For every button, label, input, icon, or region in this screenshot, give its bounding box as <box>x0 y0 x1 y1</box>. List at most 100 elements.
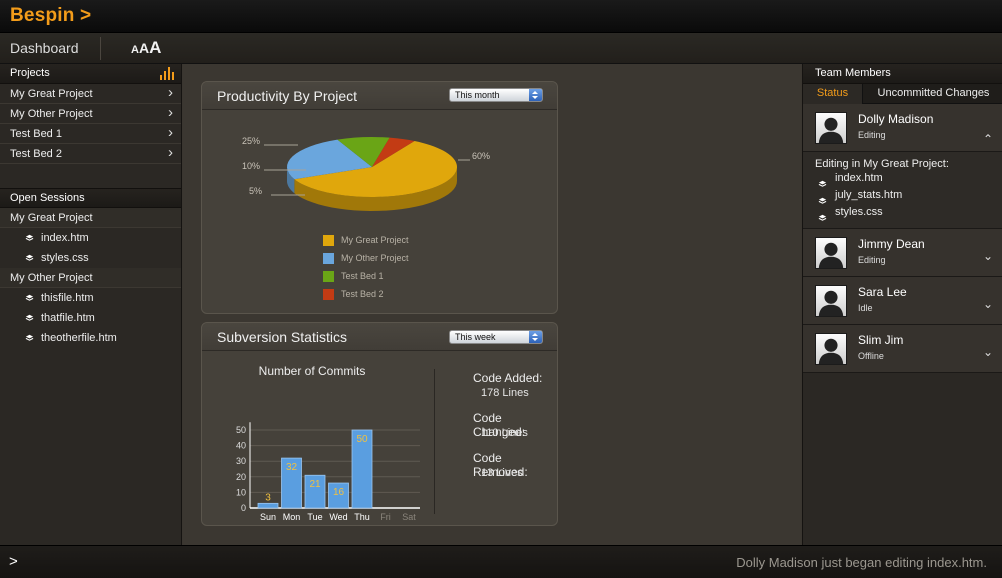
session-file-label: theotherfile.htm <box>41 332 117 344</box>
x-date-label: 1 <box>383 522 388 523</box>
activity-file[interactable]: index.htm <box>835 172 883 184</box>
select-arrows-icon <box>529 89 542 101</box>
activity-title: Editing in My Great Project: <box>815 158 949 170</box>
y-tick-label: 0 <box>241 503 246 513</box>
avatar <box>815 112 847 144</box>
session-file-label: index.htm <box>41 232 89 244</box>
activity-file[interactable]: styles.css <box>835 206 883 218</box>
activity-file[interactable]: july_stats.htm <box>835 189 903 201</box>
member-status: Editing <box>858 255 886 265</box>
session-group[interactable]: My Great Project <box>0 208 181 228</box>
session-file[interactable]: theotherfile.htm <box>0 328 181 348</box>
chevron-right-icon: › <box>168 144 173 161</box>
project-item[interactable]: Test Bed 1 › <box>0 124 181 144</box>
dashboard-label[interactable]: Dashboard <box>10 40 79 56</box>
pie-slice-side <box>294 166 457 211</box>
select-arrows-icon <box>529 331 542 343</box>
file-icon <box>25 333 34 342</box>
x-tick-label: Tue <box>307 512 322 522</box>
team-member[interactable]: Jimmy Dean Editing ⌄ <box>803 229 1002 277</box>
command-bar: > Dolly Madison just began editing index… <box>0 545 1002 578</box>
bespin-logo[interactable]: Bespin > <box>10 5 92 26</box>
legend-swatch <box>323 289 334 300</box>
productivity-panel: Productivity By Project This month 60% 25… <box>201 81 558 314</box>
project-item-label: My Other Project <box>10 108 93 120</box>
avatar <box>815 333 847 365</box>
legend-swatch <box>323 235 334 246</box>
x-date-label: 27 <box>263 522 273 523</box>
session-file[interactable]: index.htm <box>0 228 181 248</box>
person-icon <box>818 338 844 364</box>
x-tick-label: Thu <box>354 512 370 522</box>
chevron-right-icon: › <box>168 104 173 121</box>
chevron-up-icon[interactable]: ⌃ <box>982 132 993 146</box>
chevron-down-icon[interactable]: ⌄ <box>982 345 993 359</box>
legend-item: My Other Project <box>323 253 409 264</box>
pie-value-label: 60% <box>472 151 491 161</box>
open-sessions-label: Open Sessions <box>10 192 85 204</box>
x-tick-label: Fri <box>380 512 391 522</box>
project-item[interactable]: My Great Project › <box>0 84 181 104</box>
tab-uncommitted-changes[interactable]: Uncommitted Changes <box>864 84 1002 104</box>
person-icon <box>818 242 844 268</box>
member-status: Idle <box>858 303 873 313</box>
right-sidebar: Team Members Status Uncommitted Changes … <box>802 64 1002 545</box>
tab-status-label: Status <box>816 87 849 99</box>
file-icon <box>25 313 34 322</box>
x-date-label: 31 <box>357 522 367 523</box>
productivity-range-select[interactable]: This month <box>449 88 543 102</box>
x-date-label: 30 <box>333 522 343 523</box>
legend-label: My Great Project <box>341 235 409 245</box>
project-item-label: My Great Project <box>10 88 93 100</box>
file-icon <box>25 233 34 242</box>
legend-swatch <box>323 271 334 282</box>
command-prompt[interactable]: > <box>9 553 18 570</box>
team-tabs: Status Uncommitted Changes <box>803 84 1002 104</box>
team-member[interactable]: Sara Lee Idle ⌄ <box>803 277 1002 325</box>
session-file[interactable]: thatfile.htm <box>0 308 181 328</box>
stats-icon[interactable] <box>160 67 174 80</box>
chevron-down-icon[interactable]: ⌄ <box>982 249 993 263</box>
session-list: My Great Project index.htm styles.css My Ot… <box>0 208 181 348</box>
team-member[interactable]: Slim Jim Offline ⌄ <box>803 325 1002 373</box>
left-sidebar: Projects My Great Project › My Other Proje… <box>0 64 182 545</box>
stat-value: 13 Lines <box>481 467 523 479</box>
session-file[interactable]: thisfile.htm <box>0 288 181 308</box>
legend-item: Test Bed 1 <box>323 271 384 282</box>
subversion-range-select[interactable]: This week <box>449 330 543 344</box>
file-icon <box>25 253 34 262</box>
productivity-title: Productivity By Project <box>217 88 358 104</box>
top-bar: Bespin > <box>0 0 1002 33</box>
team-heading-label: Team Members <box>815 67 891 79</box>
pie-value-label: 25% <box>242 136 261 146</box>
stat-value: 178 Lines <box>481 387 529 399</box>
project-item[interactable]: My Other Project › <box>0 104 181 124</box>
session-file[interactable]: styles.css <box>0 248 181 268</box>
person-icon <box>818 290 844 316</box>
x-date-label: 2 <box>406 522 411 523</box>
tab-status[interactable]: Status <box>803 84 863 104</box>
pie-slice <box>337 137 390 167</box>
stat-label: Code Changed: <box>473 411 526 439</box>
subversion-panel: Subversion Statistics This week Number o… <box>201 322 558 526</box>
stats-divider <box>434 369 435 514</box>
commits-bar-chart: Number of Commits010203040503Sun2732Mon2… <box>236 364 420 523</box>
font-size-button[interactable]: AAA <box>131 38 161 58</box>
pie-slice-side <box>287 166 295 194</box>
project-item[interactable]: Test Bed 2 › <box>0 144 181 164</box>
legend-label: My Other Project <box>341 253 409 263</box>
team-member[interactable]: Dolly Madison Editing ⌃ <box>803 104 1002 152</box>
pie-slice <box>294 141 457 197</box>
session-group[interactable]: My Other Project <box>0 268 181 288</box>
commit-bar <box>281 457 302 509</box>
subversion-title: Subversion Statistics <box>217 329 347 345</box>
project-item-label: Test Bed 2 <box>10 148 62 160</box>
sidebar-spacer <box>0 164 181 188</box>
chevron-down-icon[interactable]: ⌄ <box>982 297 993 311</box>
pie-value-label: 5% <box>249 186 263 196</box>
avatar <box>815 237 847 269</box>
x-tick-label: Sun <box>260 512 276 522</box>
member-name: Sara Lee <box>858 285 907 299</box>
member-name: Jimmy Dean <box>858 237 925 251</box>
productivity-pie-chart <box>264 137 470 211</box>
